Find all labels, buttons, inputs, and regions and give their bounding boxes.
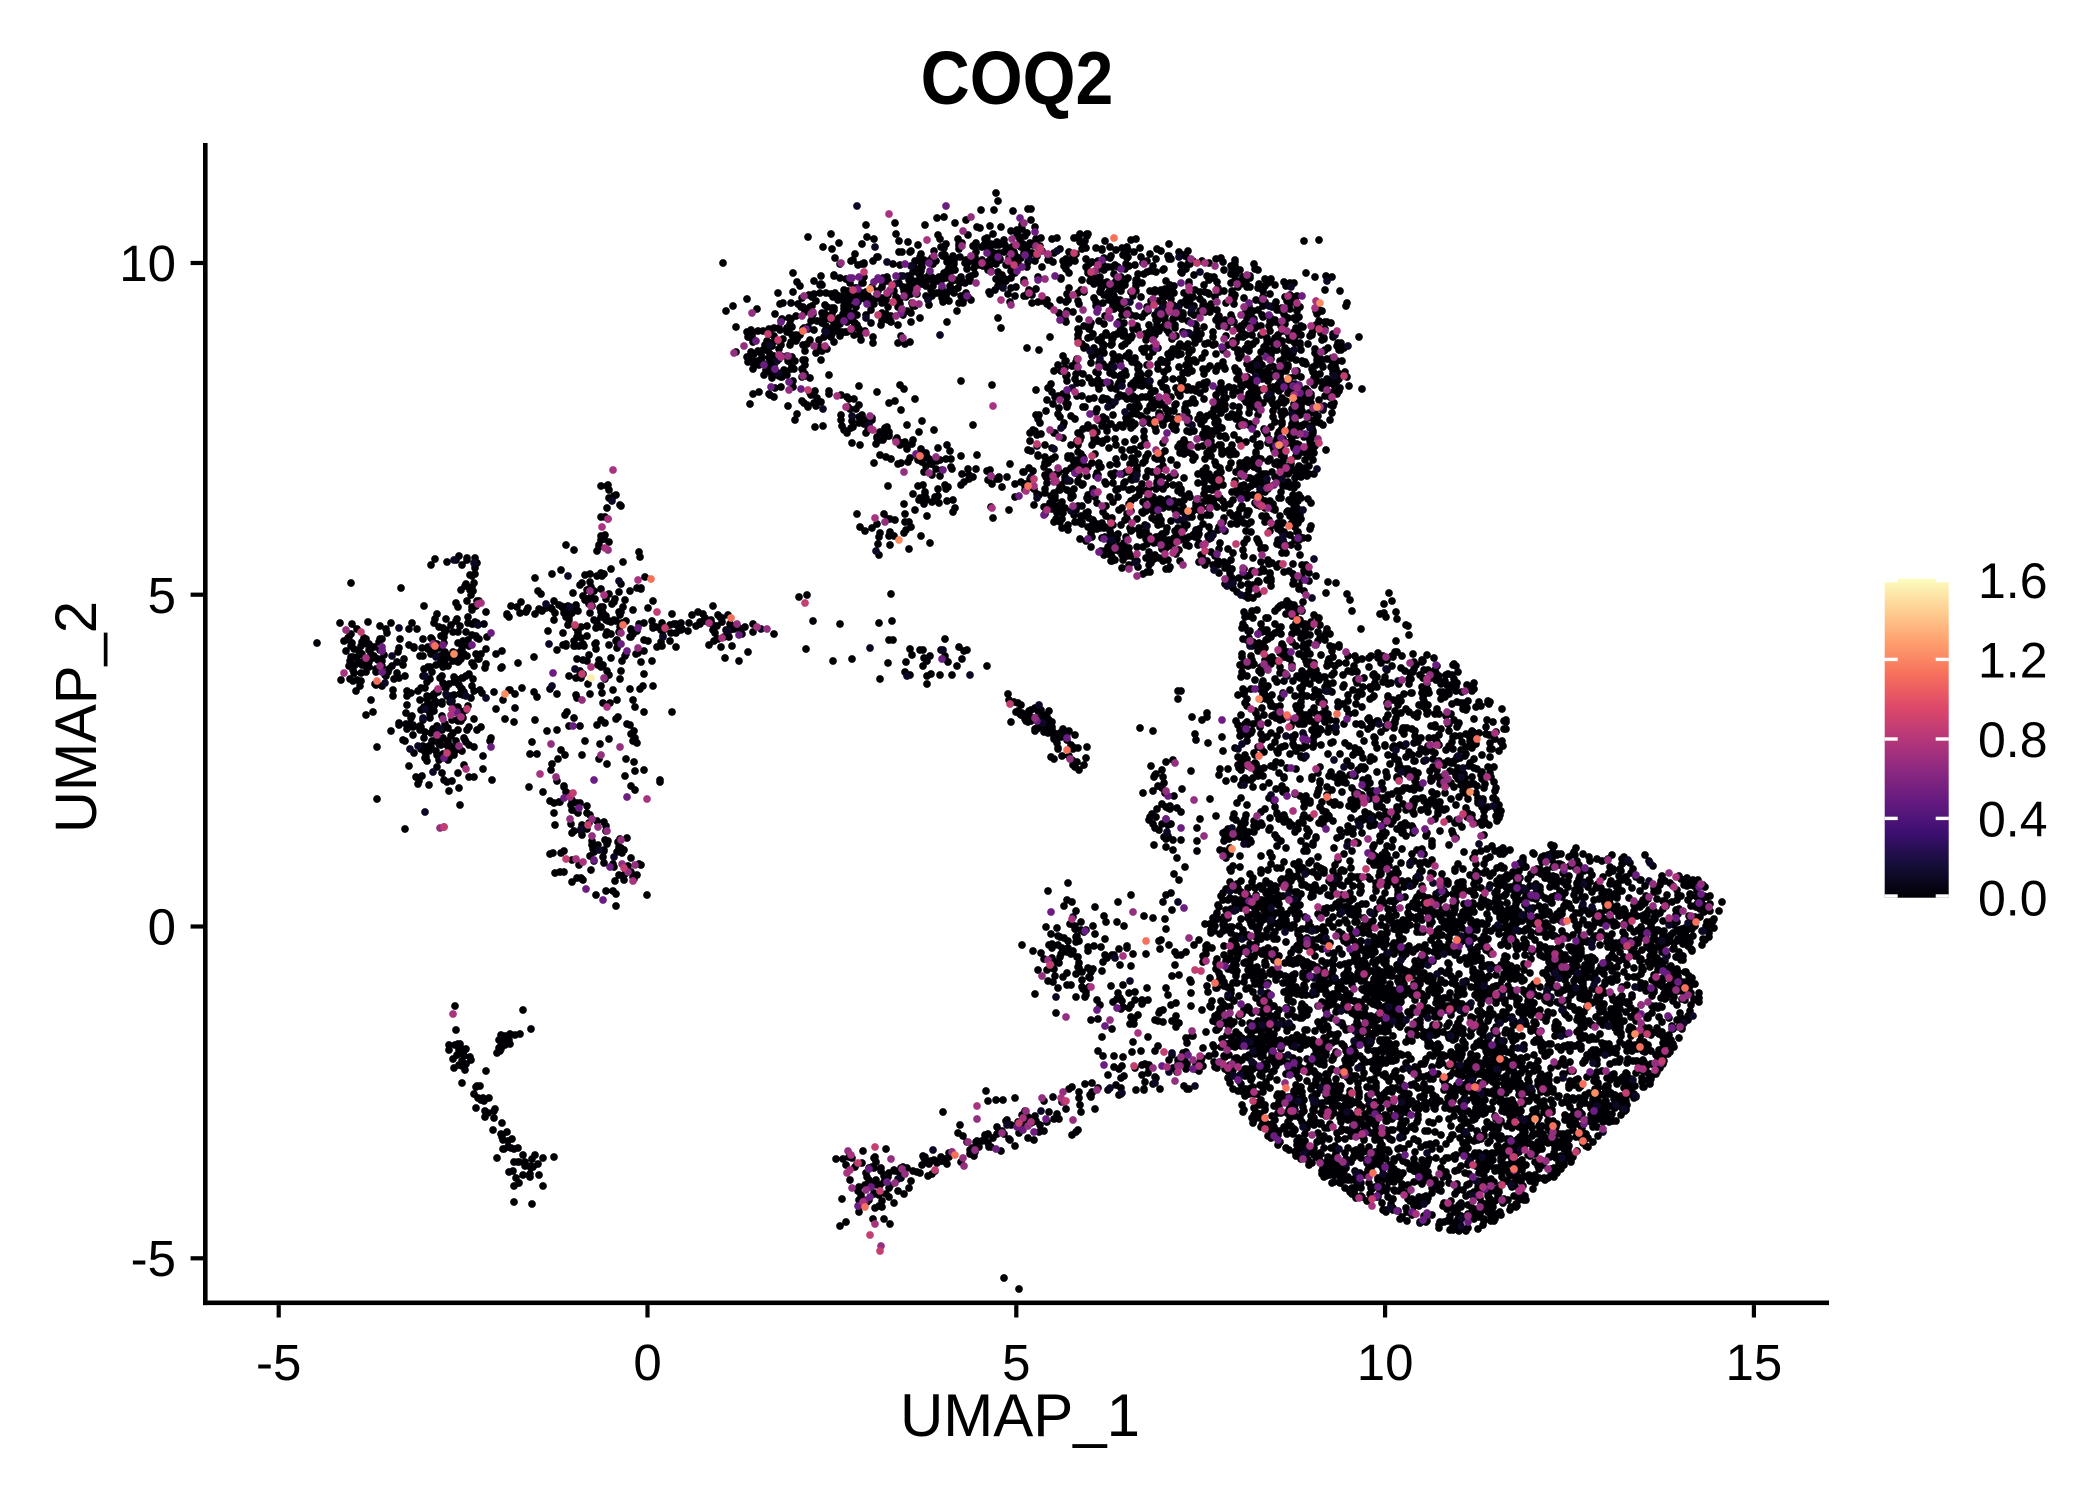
svg-text:10: 10	[1357, 1334, 1414, 1391]
svg-text:UMAP_2: UMAP_2	[44, 601, 109, 833]
svg-text:0.0: 0.0	[1978, 871, 2048, 927]
svg-text:1.6: 1.6	[1978, 553, 2048, 609]
svg-text:-5: -5	[131, 1230, 176, 1287]
svg-text:COQ2: COQ2	[921, 37, 1114, 121]
svg-text:-5: -5	[256, 1334, 301, 1391]
svg-text:UMAP_1: UMAP_1	[900, 1382, 1140, 1449]
svg-text:0: 0	[633, 1334, 661, 1391]
svg-text:0: 0	[148, 899, 176, 956]
svg-text:5: 5	[1002, 1334, 1030, 1391]
svg-text:5: 5	[148, 567, 176, 624]
svg-text:0.4: 0.4	[1978, 791, 2048, 847]
svg-text:15: 15	[1726, 1334, 1783, 1391]
svg-text:10: 10	[119, 235, 176, 292]
svg-text:1.2: 1.2	[1978, 632, 2048, 688]
svg-text:0.8: 0.8	[1978, 712, 2048, 768]
